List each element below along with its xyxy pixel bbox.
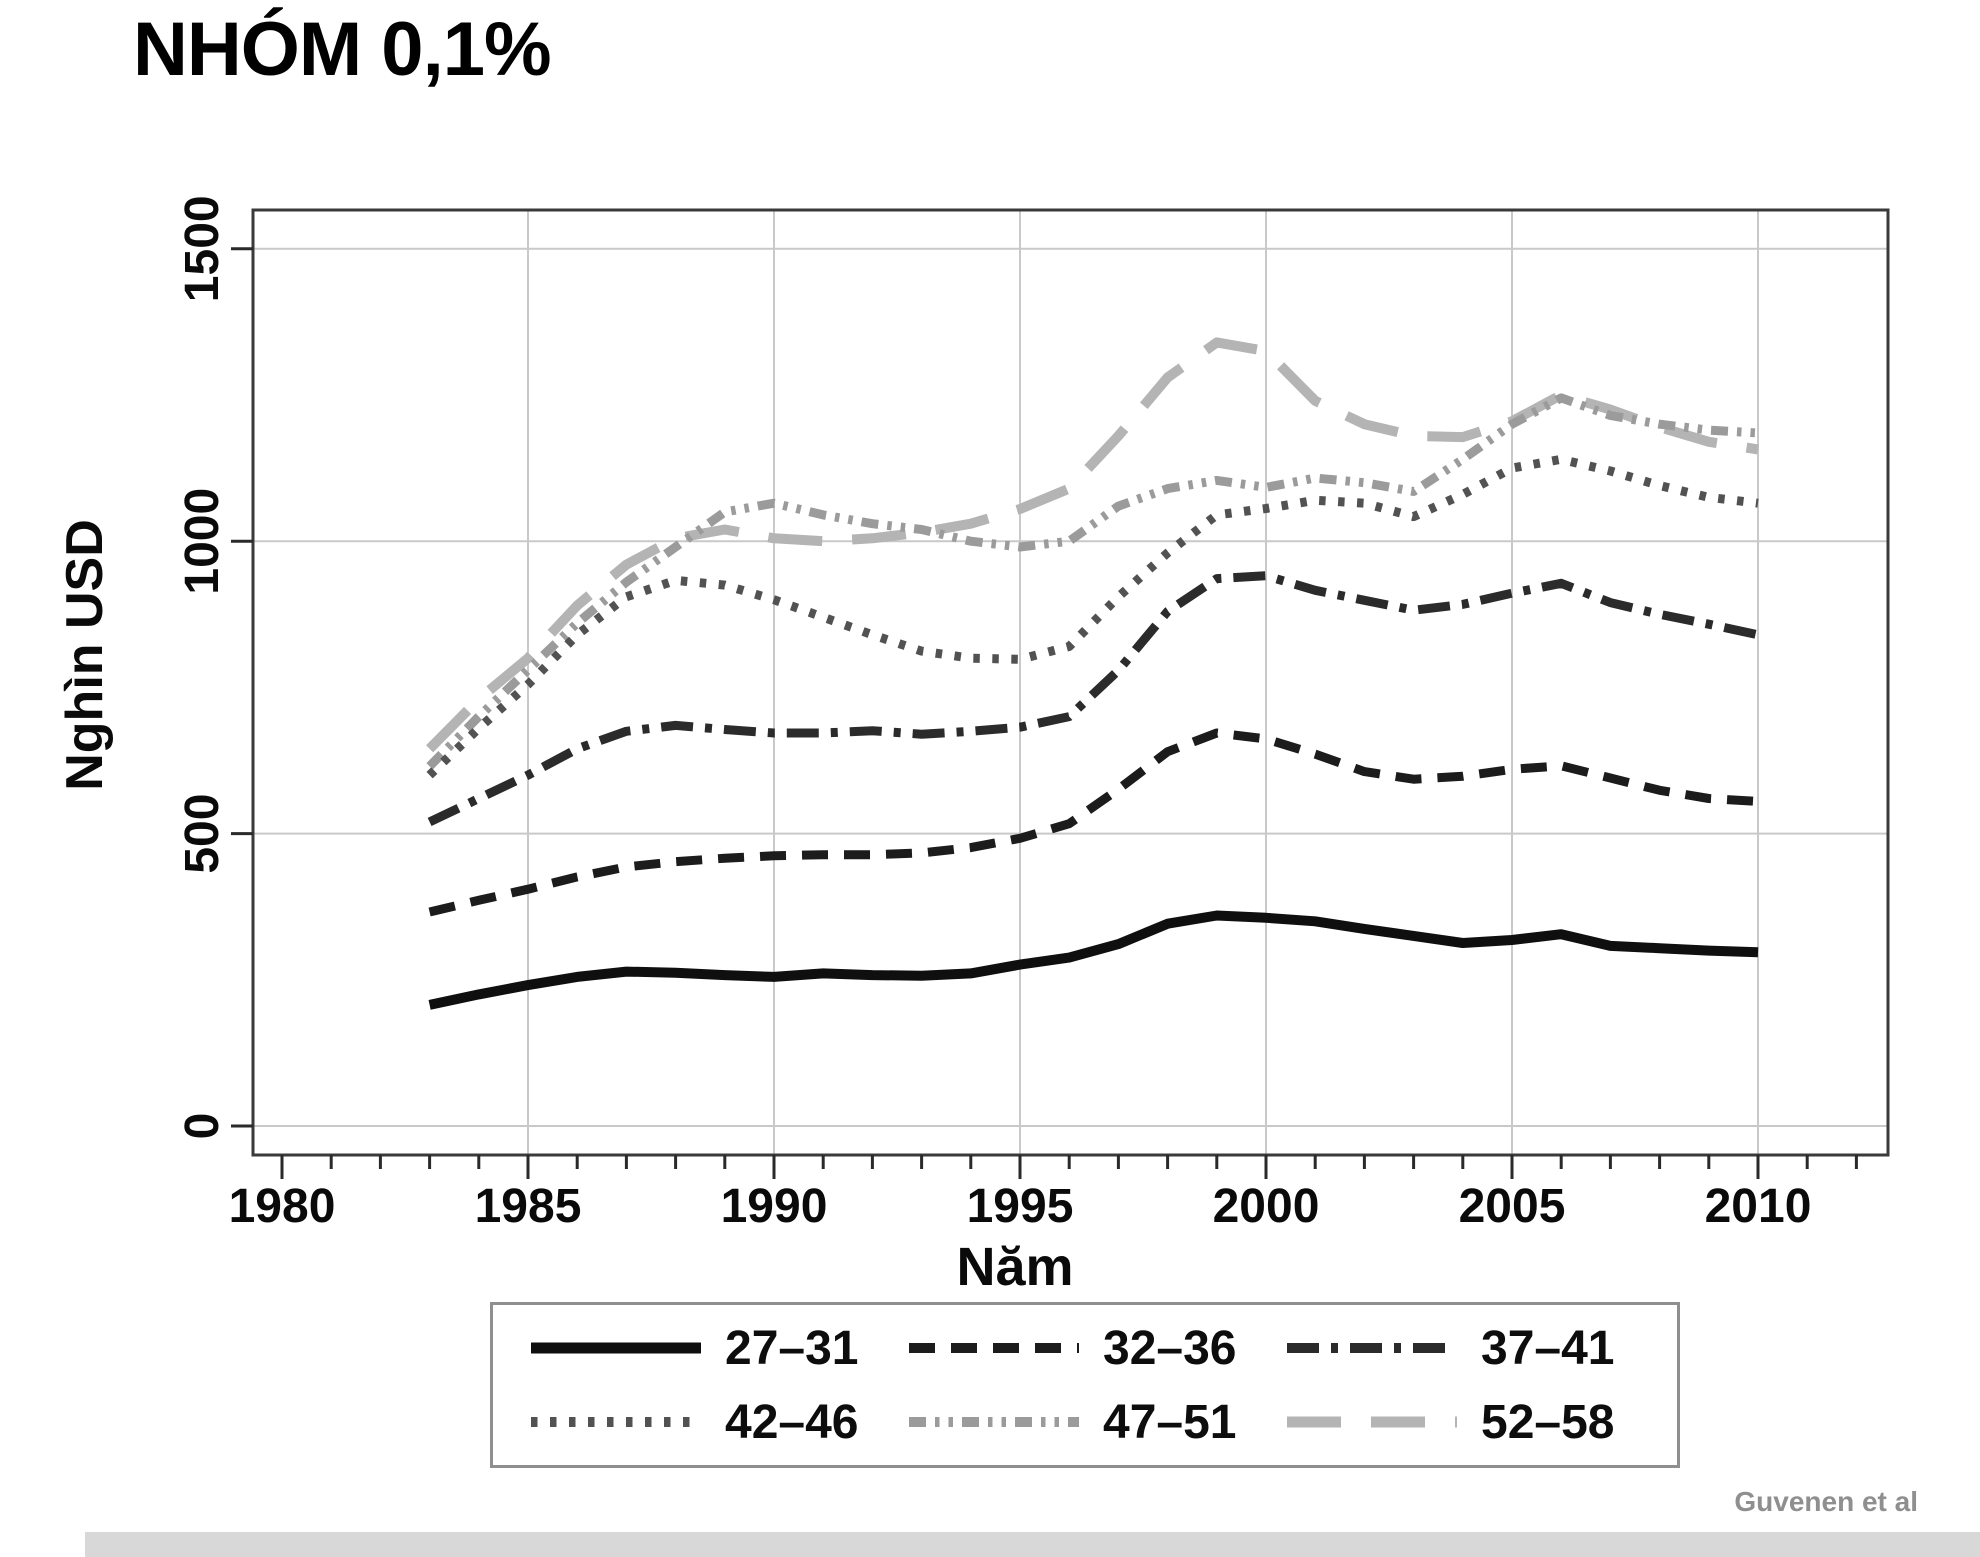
legend-line-sample [909, 1415, 1079, 1429]
series-line-27-31 [428, 910, 1759, 1010]
legend-line-sample [1287, 1415, 1457, 1429]
legend: 27–31 32–36 37–41 42–46 47–51 52–58 [490, 1302, 1680, 1468]
legend-item: 37–41 [1287, 1321, 1665, 1376]
legend-label: 42–46 [725, 1395, 859, 1449]
legend-sample-svg [1287, 1343, 1457, 1353]
chart-title: NHÓM 0,1% [133, 7, 552, 92]
legend-sample-svg [909, 1417, 1079, 1427]
x-tick-label-1995: 1995 [967, 1180, 1074, 1233]
legend-row: 27–31 32–36 37–41 [531, 1321, 1677, 1376]
legend-item: 42–46 [531, 1395, 909, 1450]
legend-label: 47–51 [1103, 1395, 1237, 1449]
attribution-text: Guvenen et al [1734, 1486, 1918, 1517]
y-tick-label-1500: 1500 [176, 195, 229, 302]
legend-label: 37–41 [1481, 1321, 1615, 1375]
legend-line-sample [909, 1341, 1079, 1355]
legend-line-sample [531, 1415, 701, 1429]
series-line-42-46 [426, 454, 1759, 779]
x-tick-label-1985: 1985 [475, 1180, 582, 1233]
legend-sample-svg [531, 1342, 701, 1354]
legend-sample-svg [909, 1343, 1079, 1353]
legend-item: 32–36 [909, 1321, 1287, 1376]
y-tick-label-0: 0 [176, 1113, 229, 1140]
legend-row: 42–46 47–51 52–58 [531, 1395, 1677, 1450]
legend-sample-svg [531, 1417, 701, 1427]
y-tick-label-500: 500 [176, 794, 229, 874]
legend-line-sample [1287, 1341, 1457, 1355]
legend-sample-svg [1287, 1416, 1457, 1428]
x-tick-label-2010: 2010 [1705, 1180, 1812, 1233]
legend-item: 27–31 [531, 1321, 909, 1376]
y-tick-label-1000: 1000 [176, 488, 229, 595]
series-line-47-51 [426, 393, 1759, 770]
series-line-32-36 [428, 728, 1759, 917]
legend-item: 47–51 [909, 1395, 1287, 1450]
legend-label: 27–31 [725, 1321, 859, 1375]
x-tick-label-1990: 1990 [721, 1180, 828, 1233]
x-axis-title: Năm [956, 1237, 1074, 1297]
legend-label: 52–58 [1481, 1395, 1615, 1449]
legend-line-sample [531, 1341, 701, 1355]
series-line-52-58 [426, 337, 1759, 753]
x-tick-label-2005: 2005 [1459, 1180, 1566, 1233]
legend-item: 52–58 [1287, 1395, 1665, 1450]
legend-label: 32–36 [1103, 1321, 1237, 1375]
x-tick-label-1980: 1980 [229, 1180, 336, 1233]
series-line-37-41 [427, 571, 1759, 826]
bottom-gray-strip [85, 1532, 1980, 1557]
x-tick-label-2000: 2000 [1213, 1180, 1320, 1233]
